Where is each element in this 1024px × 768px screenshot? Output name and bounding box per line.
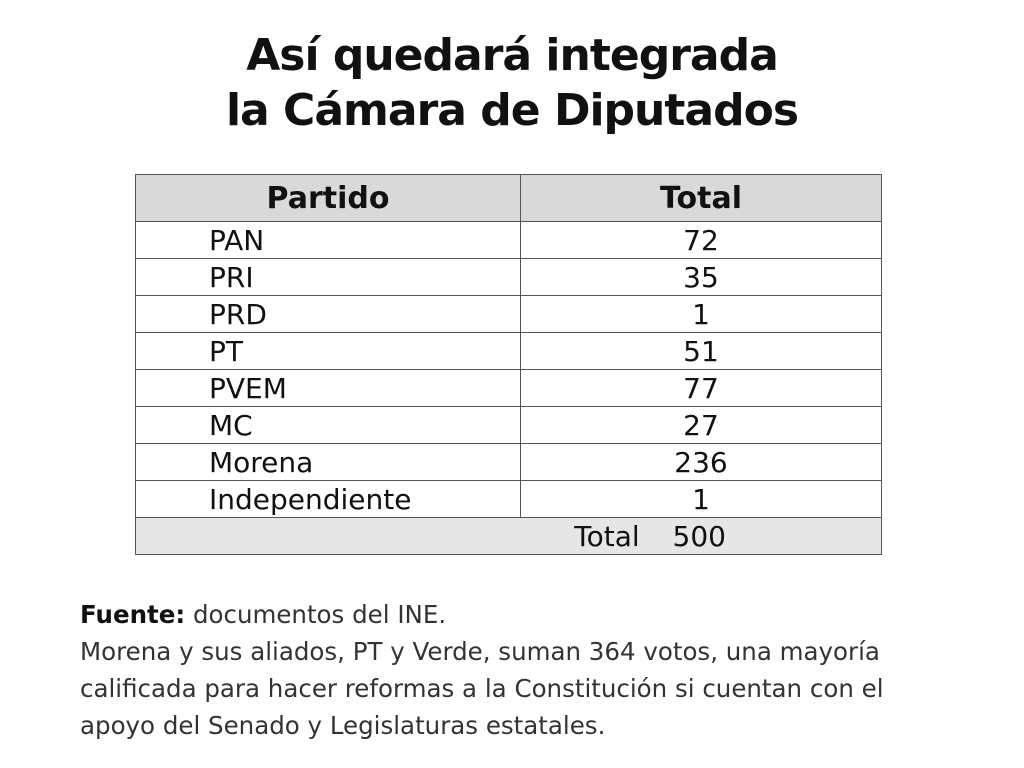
- party-name-cell: PRI: [135, 258, 521, 296]
- seat-count-cell: 236: [520, 443, 882, 481]
- page-title: Así quedará integrada la Cámara de Diput…: [0, 28, 1024, 138]
- seat-count-cell: 1: [520, 480, 882, 518]
- party-name-cell: PRD: [135, 295, 521, 333]
- column-header-total: Total: [520, 174, 882, 222]
- source-line: Fuente: documentos del INE.: [80, 596, 980, 633]
- table-row: PVEM 77: [135, 369, 882, 407]
- seat-count-cell: 77: [520, 369, 882, 407]
- table-body: PAN 72 PRI 35 PRD 1 PT 51 PVEM 77 MC 27 Morena 236 Ind…: [135, 221, 882, 518]
- party-name-cell: Morena: [135, 443, 521, 481]
- table-row: Independiente 1: [135, 480, 882, 518]
- seat-count-cell: 51: [520, 332, 882, 370]
- table-row: PRI 35: [135, 258, 882, 296]
- party-name-cell: PAN: [135, 221, 521, 259]
- footnotes: Fuente: documentos del INE. Morena y sus…: [80, 596, 980, 744]
- seat-count-cell: 35: [520, 258, 882, 296]
- seats-table-container: Partido Total PAN 72 PRI 35 PRD 1 PT 51 PVEM 77 MC…: [135, 174, 882, 555]
- party-name-cell: MC: [135, 406, 521, 444]
- total-label: Total: [574, 519, 640, 553]
- total-value: 500: [672, 519, 726, 553]
- table-row: MC 27: [135, 406, 882, 444]
- party-name-cell: PT: [135, 332, 521, 370]
- seat-count-cell: 1: [520, 295, 882, 333]
- table-row: PAN 72: [135, 221, 882, 259]
- title-line-2: la Cámara de Diputados: [225, 85, 799, 136]
- seats-table: Partido Total PAN 72 PRI 35 PRD 1 PT 51 PVEM 77 MC…: [135, 174, 882, 555]
- source-label: Fuente:: [80, 600, 186, 629]
- table-row: Morena 236: [135, 443, 882, 481]
- table-row: PRD 1: [135, 295, 882, 333]
- note-line-3: apoyo del Senado y Legislaturas estatale…: [80, 711, 606, 740]
- table-header-row: Partido Total: [135, 174, 882, 222]
- note-line-1: Morena y sus aliados, PT y Verde, suman …: [80, 637, 880, 666]
- title-line-1: Así quedará integrada: [246, 30, 779, 81]
- party-name-cell: Independiente: [135, 480, 521, 518]
- table-row: PT 51: [135, 332, 882, 370]
- seat-count-cell: 72: [520, 221, 882, 259]
- column-header-party: Partido: [135, 174, 521, 222]
- note-line-2: calificada para hacer reformas a la Cons…: [80, 674, 884, 703]
- seat-count-cell: 27: [520, 406, 882, 444]
- source-text: documentos del INE.: [185, 600, 447, 629]
- table-total-row: Total 500: [135, 517, 882, 555]
- total-cell: Total 500: [135, 517, 882, 555]
- party-name-cell: PVEM: [135, 369, 521, 407]
